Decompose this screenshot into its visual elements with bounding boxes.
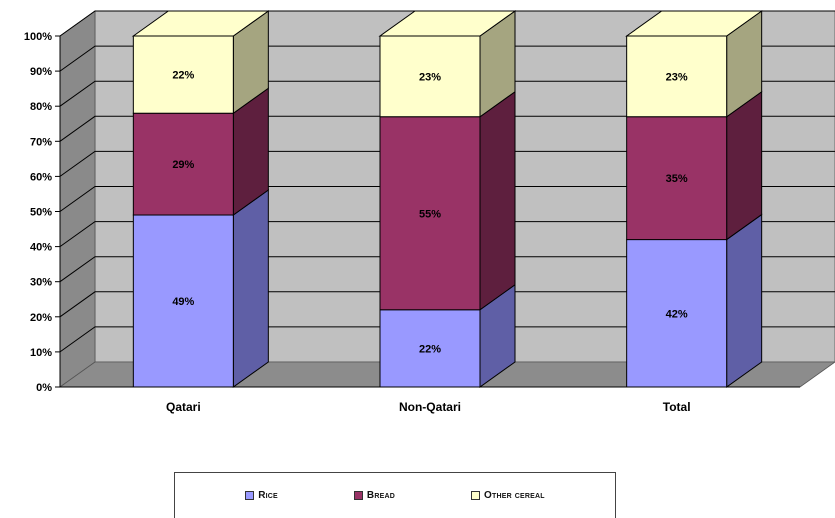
- legend-item-other-cereal: Other cereal: [470, 490, 545, 501]
- gridline: [59, 186, 835, 212]
- bar-top: [625, 10, 764, 37]
- bar-side: [479, 90, 516, 311]
- bar-top: [378, 10, 517, 37]
- gridline: [59, 80, 835, 107]
- gridline: [59, 45, 835, 72]
- gridline: [59, 150, 835, 177]
- data-label: 23%: [666, 71, 688, 83]
- chart: 0% 10% 20% 30% 40% 50% 60% 70% 80% 90% 100% 49% 29% 2…: [24, 10, 835, 414]
- data-label: 22%: [172, 70, 194, 82]
- legend-swatch-other-cereal: [470, 491, 480, 500]
- bar: [132, 214, 234, 388]
- bar: [132, 35, 234, 114]
- legend-label-other-cereal: Other cereal: [483, 490, 545, 501]
- data-label: 22%: [419, 343, 441, 355]
- legend-item-rice: Rice: [245, 490, 278, 501]
- chart-plot: 0% 10% 20% 30% 40% 50% 60% 70% 80% 90% 100% 49% 29% 2…: [24, 10, 835, 414]
- legend-item-bread: Bread: [353, 490, 395, 501]
- gridline: [59, 256, 835, 283]
- y-tick-label: 40%: [30, 242, 52, 254]
- bar: [626, 116, 728, 241]
- bar-top: [131, 10, 270, 37]
- data-label: 55%: [419, 208, 441, 220]
- y-tick-label: 100%: [24, 31, 52, 43]
- y-tick-label: 20%: [30, 312, 52, 324]
- x-tick-label: Non-Qatari: [399, 400, 461, 414]
- y-tick-label: 0%: [36, 382, 52, 394]
- gridline: [59, 291, 835, 318]
- data-label: 23%: [419, 71, 441, 83]
- bar: [379, 116, 481, 311]
- y-tick-label: 90%: [30, 66, 52, 78]
- legend-swatch-rice: [245, 491, 255, 500]
- gridline: [59, 326, 835, 353]
- bar-side: [232, 189, 269, 388]
- bar: [626, 239, 728, 388]
- legend-label-rice: Rice: [258, 490, 278, 501]
- data-label: 29%: [172, 159, 194, 171]
- data-label: 42%: [666, 308, 688, 320]
- bar: [379, 35, 481, 118]
- y-tick-label: 50%: [30, 207, 52, 219]
- bar-side: [726, 213, 763, 388]
- legend-swatch-bread: [353, 491, 363, 500]
- bar: [379, 309, 481, 388]
- data-label: 35%: [666, 173, 688, 185]
- x-tick-label: Total: [663, 400, 691, 414]
- y-tick-label: 80%: [30, 101, 52, 113]
- y-tick-label: 10%: [30, 347, 52, 359]
- bar: [132, 112, 234, 216]
- gridline: [59, 115, 835, 142]
- data-label: 49%: [172, 296, 194, 308]
- bar-side: [726, 90, 763, 241]
- gridline: [59, 221, 835, 248]
- gridline: [59, 10, 835, 37]
- y-tick-label: 30%: [30, 277, 52, 289]
- x-tick-label: Qatari: [166, 400, 201, 414]
- y-tick-label: 60%: [30, 171, 52, 183]
- legend-label-bread: Bread: [366, 490, 395, 501]
- legend: Rice Bread Other cereal: [174, 472, 616, 518]
- y-tick-label: 70%: [30, 136, 52, 148]
